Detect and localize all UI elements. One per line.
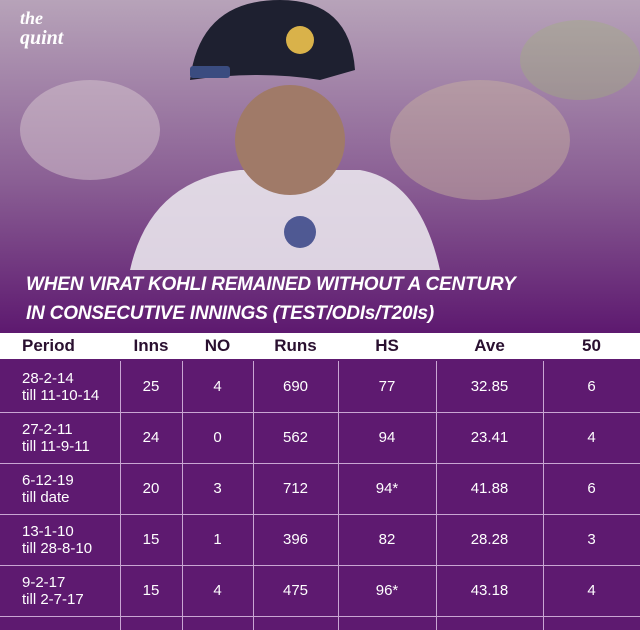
period-cell: 6-12-19 till date xyxy=(0,463,120,514)
period-cell: 28-2-14 till 11-10-14 xyxy=(0,361,120,412)
value-cell: 15 xyxy=(142,531,160,548)
value-cell: 4 xyxy=(587,429,596,446)
value-cell: 0 xyxy=(213,429,222,446)
column-divider xyxy=(120,361,121,630)
title-line: WHEN VIRAT KOHLI REMAINED WITHOUT A CENT… xyxy=(26,274,516,295)
value-cell: 15 xyxy=(142,582,160,599)
period-line: 6-12-19 xyxy=(22,471,74,489)
value-cell: 3 xyxy=(213,480,222,497)
row-divider xyxy=(0,514,640,515)
value-cell: 28.28 xyxy=(470,531,509,548)
value-cell: 23.41 xyxy=(470,429,509,446)
value-cell: 96* xyxy=(375,582,399,599)
value-cell: 43.18 xyxy=(470,582,509,599)
value-cell: 94* xyxy=(375,480,399,497)
value-cell: 396 xyxy=(282,531,309,548)
row-divider xyxy=(0,565,640,566)
column-divider xyxy=(182,361,183,630)
value-cell: 32.85 xyxy=(470,378,509,395)
value-cell: 4 xyxy=(213,582,222,599)
value-cell: 712 xyxy=(282,480,309,497)
value-cell: 25 xyxy=(142,378,160,395)
value-cell: 1 xyxy=(213,531,222,548)
column-header: Period xyxy=(22,336,75,355)
period-cell: 13-1-10 till 28-8-10 xyxy=(0,514,120,565)
column-header: Inns xyxy=(133,336,169,355)
photo xyxy=(0,0,640,330)
value-cell: 41.88 xyxy=(470,480,509,497)
period-cell: 9-2-17 till 2-7-17 xyxy=(0,565,120,616)
column-header: 50 xyxy=(582,336,601,355)
row-divider xyxy=(0,463,640,464)
value-cell: 82 xyxy=(378,531,396,548)
value-cell: 20 xyxy=(142,480,160,497)
value-cell: 3 xyxy=(587,531,596,548)
column-divider xyxy=(338,361,339,630)
value-cell: 4 xyxy=(213,378,222,395)
column-header: HS xyxy=(375,336,399,355)
period-line: 9-2-17 xyxy=(22,573,66,591)
logo-line: quint xyxy=(20,27,64,49)
value-cell: 6 xyxy=(587,378,596,395)
column-divider xyxy=(253,361,254,630)
logo-line: the xyxy=(20,8,44,28)
period-line: 13-1-10 xyxy=(22,522,74,540)
value-cell: 690 xyxy=(282,378,309,395)
period-line: 28-2-14 xyxy=(22,369,74,387)
value-cell: 6 xyxy=(587,480,596,497)
value-cell: 475 xyxy=(282,582,309,599)
period-line: till 11-10-14 xyxy=(22,386,100,404)
column-header: NO xyxy=(204,336,231,355)
period-line: 27-2-11 xyxy=(22,420,73,438)
column-divider xyxy=(436,361,437,630)
value-cell: 24 xyxy=(142,429,160,446)
title: WHEN VIRAT KOHLI REMAINED WITHOUT A CENT… xyxy=(26,270,516,328)
period-line: till 28-8-10 xyxy=(22,539,93,557)
period-line: till 2-7-17 xyxy=(22,590,84,608)
period-cell: 27-2-11 till 11-9-11 xyxy=(0,412,120,463)
column-header: Runs xyxy=(274,336,317,355)
row-divider xyxy=(0,616,640,617)
title-line: IN CONSECUTIVE INNINGS (TEST/ODIs/T20Is) xyxy=(26,303,434,324)
value-cell: 4 xyxy=(587,582,596,599)
table-header xyxy=(0,333,640,359)
period-line: till date xyxy=(22,488,70,506)
period-line: till 11-9-11 xyxy=(22,437,90,455)
column-header: Ave xyxy=(474,336,505,355)
value-cell: 94 xyxy=(378,429,396,446)
column-divider xyxy=(543,361,544,630)
value-cell: 77 xyxy=(378,378,396,395)
logo: the quint xyxy=(20,8,63,48)
row-divider xyxy=(0,412,640,413)
value-cell: 562 xyxy=(282,429,309,446)
